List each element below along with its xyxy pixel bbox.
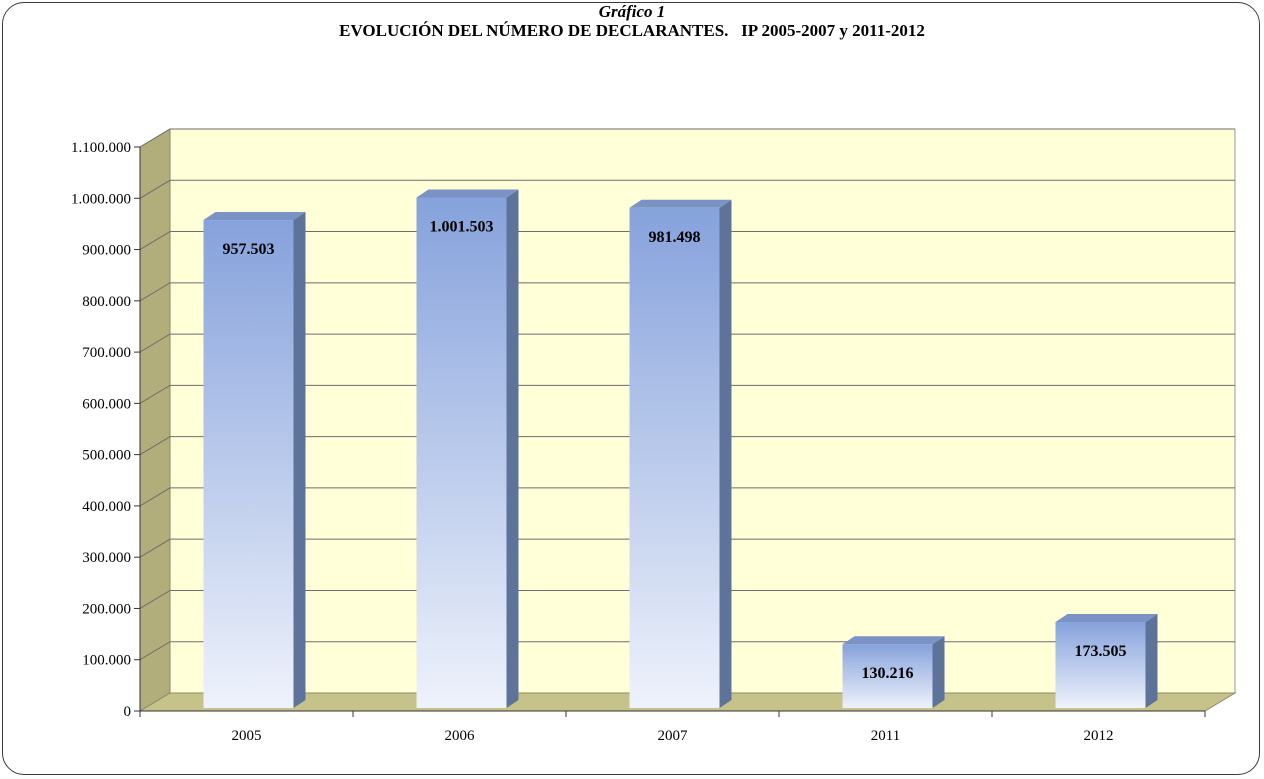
x-tick-label: 2011 <box>871 728 900 744</box>
y-tick-label: 0 <box>124 704 132 720</box>
y-gridline <box>139 384 1235 404</box>
bar-data-label: 981.498 <box>649 229 701 246</box>
bar-data-label: 957.503 <box>223 241 275 258</box>
bar <box>1055 622 1146 708</box>
y-tick-label: 600.000 <box>82 396 131 412</box>
y-gridline <box>139 128 1235 148</box>
y-tick-label: 1.000.000 <box>71 191 131 207</box>
y-tick-label: 500.000 <box>82 448 131 464</box>
y-gridline <box>139 179 1235 199</box>
bar-top <box>842 636 945 645</box>
bar-data-label: 130.216 <box>862 665 914 682</box>
y-tick-label: 1.100.000 <box>71 140 131 156</box>
y-tick-label: 900.000 <box>82 243 131 259</box>
y-gridline <box>139 538 1235 558</box>
y-gridline <box>139 282 1235 302</box>
chart-subtitle: Gráfico 1 <box>598 2 666 21</box>
y-tick-label: 700.000 <box>82 345 131 361</box>
y-tick-label: 200.000 <box>82 601 131 617</box>
bar-top <box>629 199 732 208</box>
bar-data-label: 173.505 <box>1075 643 1127 660</box>
y-gridline <box>139 589 1235 609</box>
y-tick-label: 300.000 <box>82 550 131 566</box>
bar-side <box>506 189 519 709</box>
y-gridline <box>139 487 1235 507</box>
y-gridline <box>139 436 1235 456</box>
chart-side-wall <box>139 128 171 712</box>
bar-top <box>416 189 519 198</box>
bar-top <box>203 212 306 221</box>
bar-side <box>719 199 732 708</box>
chart-title-block: Gráfico 1 EVOLUCIÓN DEL NÚMERO DE DECLAR… <box>0 2 1264 41</box>
x-tick-label: 2005 <box>232 728 262 744</box>
chart-title: EVOLUCIÓN DEL NÚMERO DE DECLARANTES. IP … <box>339 21 925 40</box>
y-tick-label: 800.000 <box>82 294 131 310</box>
y-tick-label: 100.000 <box>82 653 131 669</box>
x-tick-label: 2006 <box>445 728 476 744</box>
y-gridline <box>139 333 1235 353</box>
bar-data-label: 1.001.503 <box>430 219 494 236</box>
bar <box>416 197 507 708</box>
bar <box>203 220 294 708</box>
bar-side <box>293 212 306 708</box>
y-tick-label: 400.000 <box>82 499 131 515</box>
bar-side <box>1145 614 1158 708</box>
y-gridline <box>139 231 1235 250</box>
bar-side <box>932 636 945 708</box>
x-tick-label: 2007 <box>658 728 689 744</box>
bar <box>842 644 933 708</box>
x-tick-label: 2012 <box>1084 728 1114 744</box>
bar <box>629 207 720 708</box>
bar-top <box>1055 614 1158 623</box>
